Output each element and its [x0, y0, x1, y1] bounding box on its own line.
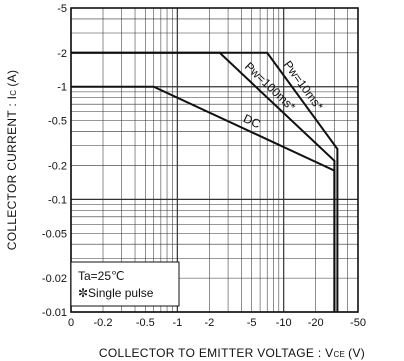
- y-tick-label: -0.1: [48, 194, 67, 206]
- x-tick-label: 0: [68, 317, 74, 329]
- series-lines: [71, 51, 339, 312]
- y-axis-title-main: COLLECTOR CURRENT : I: [5, 96, 19, 251]
- x-tick-label: -10: [276, 317, 292, 329]
- x-axis-title-unit: (V): [348, 346, 365, 360]
- plot-frame: [70, 7, 359, 313]
- y-axis-title-subscript: C: [9, 90, 18, 96]
- x-axis-title-subscript: CE: [333, 350, 345, 359]
- legend-box: Ta=25℃ ✼Single pulse: [70, 261, 180, 307]
- grid-lines: [70, 7, 359, 313]
- y-tick-label: -0.5: [48, 116, 67, 128]
- y-tick-label: -0.02: [42, 273, 67, 285]
- y-tick-label: -0.01: [42, 307, 67, 319]
- y-tick-label: -0.2: [48, 160, 67, 172]
- y-axis-title: COLLECTOR CURRENT : IC (A): [5, 70, 19, 251]
- y-tick-label: -1: [57, 82, 67, 94]
- legend-line-ambient: Ta=25℃: [78, 269, 125, 283]
- tick-labels: 0 -0.2 -0.5 -1 -2 -5 -10 -20 -50 -5 -2 -1 -0.5 -0.2 -0…: [42, 3, 366, 329]
- x-tick-label: -0.5: [136, 317, 155, 329]
- x-axis-title: COLLECTOR TO EMITTER VOLTAGE : VCE (V): [99, 346, 365, 360]
- x-tick-label: -1: [172, 317, 182, 329]
- y-tick-label: -5: [57, 3, 67, 15]
- x-axis-title-main: COLLECTOR TO EMITTER VOLTAGE : V: [99, 346, 334, 360]
- series-line-pw-10ms: [71, 51, 339, 312]
- x-tick-label: -50: [350, 317, 366, 329]
- x-tick-label: -2: [204, 317, 214, 329]
- y-axis-title-unit: (A): [5, 70, 19, 87]
- x-tick-label: -0.2: [94, 317, 113, 329]
- x-tick-label: -5: [247, 317, 257, 329]
- y-tick-label: -2: [57, 48, 67, 60]
- legend-line-pulse: ✼Single pulse: [78, 286, 154, 300]
- y-tick-label: -0.05: [42, 228, 67, 240]
- legend-frame: [70, 261, 180, 307]
- x-tick-label: -20: [308, 317, 324, 329]
- series-label-dc: DC: [241, 111, 263, 131]
